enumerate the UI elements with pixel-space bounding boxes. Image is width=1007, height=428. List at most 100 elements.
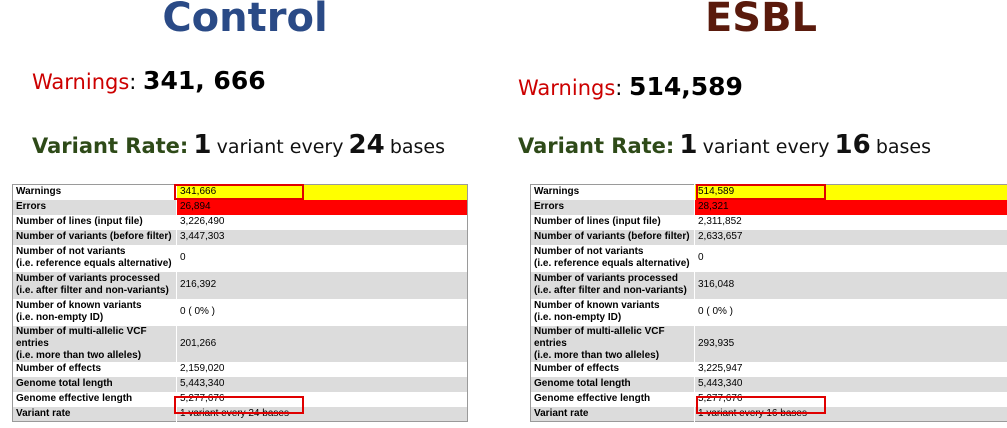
row-value: 316,048 xyxy=(694,271,1007,299)
panel-control: Control Warnings: 341, 666 Variant Rate:… xyxy=(0,0,490,428)
variant-rate-summary: Variant Rate: 1 variant every 24 bases xyxy=(32,130,445,160)
row-label: Number of lines (input file) xyxy=(530,214,695,230)
row-label-line2: (i.e. more than two alleles) xyxy=(16,349,142,361)
table-row: Number of effects 2,159,020 xyxy=(12,361,468,377)
row-label: Number of lines (input file) xyxy=(12,214,177,230)
table-row: Number of not variants (i.e. reference eq… xyxy=(530,244,1007,272)
row-value: 0 ( 0% ) xyxy=(176,298,468,326)
row-label: Genome effective length xyxy=(530,391,695,407)
row-label-line2: (i.e. non-empty ID) xyxy=(534,312,622,323)
row-value: 5,277,676 xyxy=(176,391,468,407)
variant-rate-bases: 16 xyxy=(834,130,871,160)
table-row: Genome effective length 5,277,676 xyxy=(12,391,468,407)
table-row: Number of variants (before filter) 2,633… xyxy=(530,229,1007,245)
row-value: 1 variant every 24 bases xyxy=(176,406,468,422)
row-label-line2: (i.e. more than two alleles) xyxy=(534,349,660,361)
table-row: Variant rate 1 variant every 24 bases xyxy=(12,406,468,422)
variant-rate-suffix: bases xyxy=(389,136,446,158)
row-label: Genome total length xyxy=(530,376,695,392)
row-label: Errors xyxy=(12,199,177,215)
row-label: Number of variants (before filter) xyxy=(530,229,695,245)
row-label: Number of multi-allelic VCF entries (i.e.… xyxy=(530,325,695,362)
table-row: Genome effective length 5,277,676 xyxy=(530,391,1007,407)
warnings-summary-label: Warnings xyxy=(32,70,130,94)
variant-rate-mid: variant every xyxy=(216,136,344,158)
warnings-summary-value: 341, 666 xyxy=(143,66,266,95)
warnings-summary: Warnings: 341, 666 xyxy=(32,66,266,95)
row-value: 5,443,340 xyxy=(694,376,1007,392)
row-label: Variant rate xyxy=(12,406,177,422)
row-label-line2: (i.e. after filter and non-variants) xyxy=(534,285,687,296)
row-label: Warnings xyxy=(12,184,177,200)
row-value: 341,666 xyxy=(176,184,468,200)
table-row: Genome total length 5,443,340 xyxy=(12,376,468,392)
row-label: Number of multi-allelic VCF entries (i.e.… xyxy=(12,325,177,362)
row-value: 2,159,020 xyxy=(176,361,468,377)
table-row: Number of not variants (i.e. reference eq… xyxy=(12,244,468,272)
table-row: Number of variants processed (i.e. after … xyxy=(12,271,468,299)
row-label-line1: Number of not variants xyxy=(16,246,126,257)
row-label-line1: Number of multi-allelic VCF entries xyxy=(534,325,665,349)
row-label-line2: (i.e. reference equals alternative) xyxy=(16,258,172,269)
warnings-summary-value: 514,589 xyxy=(629,72,743,101)
row-label: Number of variants processed (i.e. after … xyxy=(530,271,695,299)
table-row: Number of variants (before filter) 3,447… xyxy=(12,229,468,245)
row-value: 0 xyxy=(176,244,468,272)
summary-table: Warnings 341,666 Errors 26,894 Number of… xyxy=(12,184,468,422)
row-value: 2,633,657 xyxy=(694,229,1007,245)
row-value: 5,277,676 xyxy=(694,391,1007,407)
row-value: 3,447,303 xyxy=(176,229,468,245)
table-row: Errors 26,894 xyxy=(12,199,468,215)
row-label-line1: Number of variants processed xyxy=(16,273,160,284)
row-label-line2: (i.e. reference equals alternative) xyxy=(534,258,690,269)
table-row: Warnings 341,666 xyxy=(12,184,468,200)
variant-rate-label: Variant Rate: xyxy=(32,134,189,158)
row-label: Genome total length xyxy=(12,376,177,392)
table-row: Number of lines (input file) 2,311,852 xyxy=(530,214,1007,230)
row-label: Number of effects xyxy=(530,361,695,377)
table-row: Variant rate 1 variant every 16 bases xyxy=(530,406,1007,422)
table-row: Number of multi-allelic VCF entries (i.e.… xyxy=(530,325,1007,362)
table-row: Number of known variants (i.e. non-empty … xyxy=(530,298,1007,326)
row-value: 2,311,852 xyxy=(694,214,1007,230)
variant-rate-label: Variant Rate: xyxy=(518,134,675,158)
row-label-line2: (i.e. non-empty ID) xyxy=(16,312,104,323)
warnings-summary-label: Warnings xyxy=(518,76,616,100)
row-label: Variant rate xyxy=(530,406,695,422)
warnings-summary: Warnings: 514,589 xyxy=(518,72,743,101)
table-row: Number of known variants (i.e. non-empty … xyxy=(12,298,468,326)
row-value: 5,443,340 xyxy=(176,376,468,392)
row-value: 0 ( 0% ) xyxy=(694,298,1007,326)
row-value: 3,226,490 xyxy=(176,214,468,230)
table-row: Warnings 514,589 xyxy=(530,184,1007,200)
row-label: Number of not variants (i.e. reference eq… xyxy=(530,244,695,272)
table-row: Number of multi-allelic VCF entries (i.e.… xyxy=(12,325,468,362)
variant-rate-bases: 24 xyxy=(348,130,385,160)
variant-rate-suffix: bases xyxy=(875,136,932,158)
row-label: Number of effects xyxy=(12,361,177,377)
warnings-summary-colon: : xyxy=(615,76,630,100)
row-label: Number of variants processed (i.e. after … xyxy=(12,271,177,299)
table-row: Number of variants processed (i.e. after … xyxy=(530,271,1007,299)
variant-rate-mid: variant every xyxy=(702,136,830,158)
row-label: Genome effective length xyxy=(12,391,177,407)
row-label-line1: Number of multi-allelic VCF entries xyxy=(16,325,147,349)
row-label-line1: Number of not variants xyxy=(534,246,644,257)
summary-table: Warnings 514,589 Errors 28,321 Number of… xyxy=(530,184,1007,422)
variant-rate-count: 1 xyxy=(193,130,212,160)
table-row: Number of effects 3,225,947 xyxy=(530,361,1007,377)
row-value: 293,935 xyxy=(694,325,1007,362)
warnings-summary-colon: : xyxy=(129,70,144,94)
row-label: Number of known variants (i.e. non-empty … xyxy=(530,298,695,326)
variant-rate-summary: Variant Rate: 1 variant every 16 bases xyxy=(518,130,931,160)
row-label: Errors xyxy=(530,199,695,215)
row-label: Number of not variants (i.e. reference eq… xyxy=(12,244,177,272)
row-value: 216,392 xyxy=(176,271,468,299)
panel-title: ESBL xyxy=(704,0,818,41)
table-row: Number of lines (input file) 3,226,490 xyxy=(12,214,468,230)
row-label-line1: Number of known variants xyxy=(16,300,142,311)
row-value: 28,321 xyxy=(694,199,1007,215)
row-label-line2: (i.e. after filter and non-variants) xyxy=(16,285,169,296)
row-label: Number of variants (before filter) xyxy=(12,229,177,245)
row-value: 3,225,947 xyxy=(694,361,1007,377)
